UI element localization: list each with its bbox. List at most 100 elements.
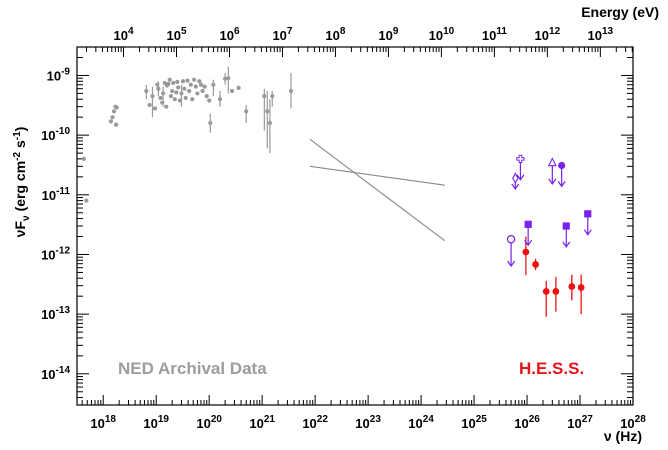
upper-limit-marker — [512, 172, 519, 184]
ned-point — [158, 95, 163, 101]
x-axis-title: ν (Hz) — [604, 428, 642, 444]
ned-point — [193, 84, 198, 89]
ned-point — [152, 106, 158, 111]
label-layer: 1018 1019 1020 1021 1022 1023 1024 1025 1026 1027… — [41, 26, 646, 431]
ned-point — [182, 86, 187, 91]
x-tick-label: 1019 — [143, 414, 169, 431]
ned-point — [114, 105, 119, 110]
ned-point — [204, 94, 209, 99]
upper-limit-arrowhead — [507, 260, 516, 268]
ned-point — [187, 88, 192, 94]
ned-point — [195, 91, 200, 96]
y-tick-label: 10-13 — [41, 305, 70, 322]
ned-point — [183, 95, 188, 101]
ned-point — [262, 94, 267, 99]
ned-point — [166, 81, 171, 87]
ned-point — [168, 94, 174, 99]
ned-point — [198, 82, 204, 87]
top-tick-label: 109 — [378, 26, 398, 43]
x-tick-label: 1025 — [461, 414, 487, 431]
ned-point — [207, 98, 212, 103]
ned-point — [147, 102, 152, 108]
ned-point — [167, 77, 172, 82]
hess-point — [552, 288, 560, 295]
x-tick-label: 1020 — [196, 414, 222, 431]
ned-point — [160, 100, 165, 105]
y-tick-label: 10-9 — [47, 66, 71, 83]
ned-point — [150, 94, 155, 99]
ned-point — [217, 97, 223, 102]
model-line — [309, 165, 445, 186]
y-title-exp2: -1 — [12, 131, 23, 140]
ned-point — [223, 76, 228, 81]
ned-point — [200, 88, 205, 94]
ned-point — [179, 91, 184, 96]
ned-point — [188, 82, 193, 87]
top-axis-title: Energy (eV) — [581, 4, 659, 20]
ned-point — [229, 88, 235, 94]
upper-limit-marker — [584, 210, 592, 218]
ned-point — [202, 84, 207, 89]
ned-point — [108, 119, 114, 124]
upper-limit-marker — [558, 161, 566, 170]
y-title-exp1: -2 — [12, 152, 23, 161]
upper-limit-arrowhead — [548, 178, 557, 186]
minor-ticks — [77, 47, 633, 406]
ned-point — [265, 109, 270, 114]
upper-limit-arrowhead — [524, 239, 533, 247]
top-tick-label: 108 — [325, 26, 345, 43]
ned-point — [156, 86, 161, 91]
hess-annotation: H.E.S.S. — [519, 359, 584, 378]
ned-point — [175, 79, 180, 85]
svg-text:νFν(erg cm-2 s-1): νFν (erg cm-2 s-1) — [12, 127, 32, 238]
ned-point — [176, 85, 181, 90]
upper-limit-arrowhead — [583, 229, 592, 236]
upper-limit-arrowhead — [562, 241, 571, 248]
hess-point — [568, 283, 576, 290]
top-tick-label: 104 — [114, 26, 134, 43]
ned-point — [171, 80, 176, 86]
y-title-mid: s — [12, 140, 28, 152]
top-tick-label: 105 — [166, 26, 186, 43]
hess-point — [542, 288, 550, 295]
x-tick-label: 1027 — [567, 414, 593, 431]
ned-point — [270, 94, 275, 99]
top-tick-label: 106 — [219, 26, 239, 43]
x-tick-label: 1023 — [355, 414, 381, 431]
y-tick-label: 10-11 — [42, 186, 71, 203]
x-tick-label: 1018 — [90, 414, 116, 431]
ned-point — [144, 88, 149, 94]
ned-point — [192, 77, 197, 82]
ned-point — [226, 76, 231, 81]
ned-point — [110, 115, 115, 120]
top-tick-label: 1010 — [429, 26, 455, 43]
ned-point — [84, 198, 89, 203]
upper-limit-marker — [547, 157, 557, 167]
upper-limit-arrowhead — [511, 183, 520, 190]
y-title-main: νF — [12, 221, 28, 238]
upper-limit-arrowhead — [557, 181, 566, 188]
ned-point — [185, 78, 190, 83]
ned-point — [190, 97, 195, 102]
y-axis-title: νFν (erg cm-2 s-1) — [12, 127, 32, 238]
ned-point — [236, 85, 241, 90]
y-title-sub: ν — [21, 215, 32, 221]
x-tick-label: 1021 — [249, 414, 275, 431]
ned-point — [244, 109, 249, 114]
x-tick-label: 1026 — [514, 414, 540, 431]
ned-point — [170, 88, 175, 94]
x-tick-label: 1022 — [302, 414, 328, 431]
top-tick-label: 1013 — [588, 26, 614, 43]
ned-point — [172, 97, 177, 102]
y-tick-label: 10-12 — [41, 245, 70, 262]
major-ticks — [77, 47, 633, 405]
ned-point — [197, 79, 202, 84]
ned-point — [111, 109, 117, 114]
data-layer — [81, 66, 592, 317]
ned-point — [267, 120, 272, 126]
ned-point — [81, 156, 86, 161]
y-title-units: (erg cm — [12, 161, 28, 212]
ned-point — [288, 88, 294, 94]
ned-point — [174, 90, 179, 95]
upper-limit-marker — [516, 154, 525, 163]
